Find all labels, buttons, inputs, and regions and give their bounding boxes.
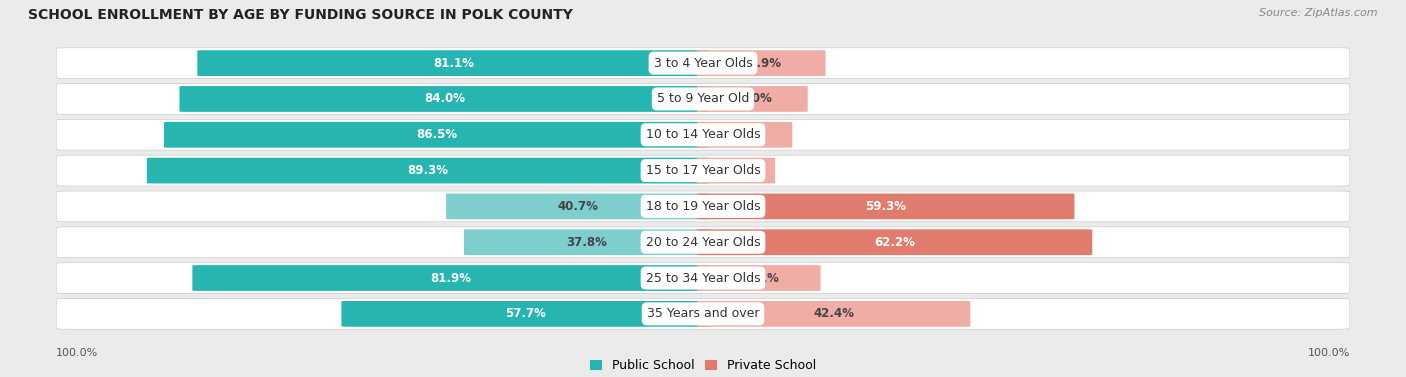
- Text: 89.3%: 89.3%: [408, 164, 449, 177]
- FancyBboxPatch shape: [56, 191, 1350, 222]
- Text: 42.4%: 42.4%: [813, 307, 853, 320]
- Text: 10 to 14 Year Olds: 10 to 14 Year Olds: [645, 128, 761, 141]
- FancyBboxPatch shape: [464, 229, 709, 255]
- Text: 13.5%: 13.5%: [724, 128, 765, 141]
- Text: 18.1%: 18.1%: [738, 271, 779, 285]
- FancyBboxPatch shape: [56, 120, 1350, 150]
- Text: 100.0%: 100.0%: [56, 348, 98, 358]
- FancyBboxPatch shape: [697, 301, 970, 327]
- Text: 81.9%: 81.9%: [430, 271, 471, 285]
- Text: 62.2%: 62.2%: [875, 236, 915, 249]
- Text: 15 to 17 Year Olds: 15 to 17 Year Olds: [645, 164, 761, 177]
- Text: SCHOOL ENROLLMENT BY AGE BY FUNDING SOURCE IN POLK COUNTY: SCHOOL ENROLLMENT BY AGE BY FUNDING SOUR…: [28, 8, 574, 21]
- Text: 18 to 19 Year Olds: 18 to 19 Year Olds: [645, 200, 761, 213]
- Text: 3 to 4 Year Olds: 3 to 4 Year Olds: [654, 57, 752, 70]
- FancyBboxPatch shape: [56, 227, 1350, 257]
- FancyBboxPatch shape: [56, 299, 1350, 329]
- FancyBboxPatch shape: [697, 122, 793, 148]
- Text: 18.9%: 18.9%: [741, 57, 782, 70]
- FancyBboxPatch shape: [56, 155, 1350, 186]
- Text: 84.0%: 84.0%: [423, 92, 465, 106]
- FancyBboxPatch shape: [197, 50, 709, 76]
- FancyBboxPatch shape: [56, 263, 1350, 293]
- FancyBboxPatch shape: [697, 229, 1092, 255]
- Text: 57.7%: 57.7%: [505, 307, 546, 320]
- FancyBboxPatch shape: [697, 50, 825, 76]
- Text: 10.7%: 10.7%: [716, 164, 756, 177]
- Text: Source: ZipAtlas.com: Source: ZipAtlas.com: [1260, 8, 1378, 18]
- FancyBboxPatch shape: [56, 48, 1350, 78]
- Text: 40.7%: 40.7%: [557, 200, 598, 213]
- FancyBboxPatch shape: [193, 265, 709, 291]
- Text: 20 to 24 Year Olds: 20 to 24 Year Olds: [645, 236, 761, 249]
- Legend: Public School, Private School: Public School, Private School: [585, 354, 821, 377]
- Text: 59.3%: 59.3%: [865, 200, 905, 213]
- FancyBboxPatch shape: [342, 301, 709, 327]
- Text: 37.8%: 37.8%: [567, 236, 607, 249]
- Text: 16.0%: 16.0%: [733, 92, 773, 106]
- Text: 100.0%: 100.0%: [1308, 348, 1350, 358]
- FancyBboxPatch shape: [165, 122, 709, 148]
- Text: 5 to 9 Year Old: 5 to 9 Year Old: [657, 92, 749, 106]
- Text: 86.5%: 86.5%: [416, 128, 457, 141]
- FancyBboxPatch shape: [697, 193, 1074, 219]
- FancyBboxPatch shape: [446, 193, 709, 219]
- FancyBboxPatch shape: [180, 86, 709, 112]
- FancyBboxPatch shape: [56, 84, 1350, 114]
- Text: 25 to 34 Year Olds: 25 to 34 Year Olds: [645, 271, 761, 285]
- FancyBboxPatch shape: [697, 158, 775, 184]
- FancyBboxPatch shape: [146, 158, 709, 184]
- FancyBboxPatch shape: [697, 265, 821, 291]
- FancyBboxPatch shape: [697, 86, 807, 112]
- Text: 81.1%: 81.1%: [433, 57, 474, 70]
- Text: 35 Years and over: 35 Years and over: [647, 307, 759, 320]
